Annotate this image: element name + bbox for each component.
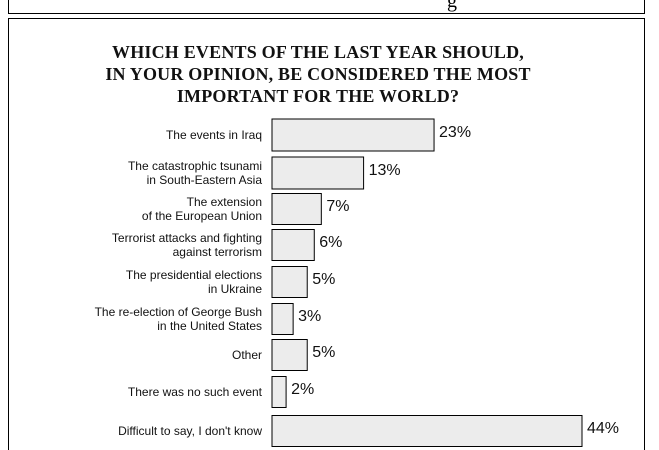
- bar: [271, 339, 308, 371]
- bar-value-label: 23%: [439, 124, 471, 141]
- category-label: The extension: [187, 195, 262, 209]
- category-label: There was no such event: [128, 385, 263, 399]
- chart-title: WHICH EVENTS OF THE LAST YEAR SHOULD, IN…: [28, 41, 608, 107]
- category-label: in Ukraine: [208, 282, 262, 296]
- bar: [271, 156, 365, 190]
- category-label: The presidential elections: [126, 268, 262, 282]
- category-label: in the United States: [157, 319, 262, 333]
- bar-value-label: 7%: [326, 198, 349, 215]
- bar-value-label: 5%: [312, 271, 335, 288]
- chart-title-line: IMPORTANT FOR THE WORLD?: [176, 86, 460, 106]
- category-label: The events in Iraq: [166, 128, 262, 142]
- bar-value-label: 13%: [369, 162, 401, 179]
- bar: [271, 266, 308, 298]
- chart-title-line: WHICH EVENTS OF THE LAST YEAR SHOULD,: [112, 42, 524, 62]
- category-label: The re-election of George Bush: [95, 305, 262, 319]
- category-label: The catastrophic tsunami: [128, 159, 262, 173]
- chart-frame: [8, 18, 645, 450]
- cropped-text-fragment: g: [447, 0, 457, 12]
- bar: [271, 229, 315, 261]
- category-label: Difficult to say, I don't know: [118, 424, 262, 438]
- bar: [271, 193, 322, 225]
- bar-value-label: 6%: [319, 234, 342, 251]
- bar: [271, 303, 294, 335]
- bar: [271, 118, 435, 152]
- bar-value-label: 5%: [312, 344, 335, 361]
- bar: [271, 415, 583, 447]
- bar-value-label: 2%: [291, 381, 314, 398]
- bar-value-label: 3%: [298, 308, 321, 325]
- bar: [271, 376, 287, 408]
- chart-title-line: IN YOUR OPINION, BE CONSIDERED THE MOST: [105, 64, 531, 84]
- category-label: Terrorist attacks and fighting: [112, 231, 262, 245]
- bar-value-label: 44%: [587, 420, 619, 437]
- top-frame-strip: g: [8, 0, 645, 14]
- category-label: in South-Eastern Asia: [147, 173, 263, 187]
- category-label: against terrorism: [173, 245, 262, 259]
- category-label: Other: [232, 348, 262, 362]
- category-label: of the European Union: [142, 209, 262, 223]
